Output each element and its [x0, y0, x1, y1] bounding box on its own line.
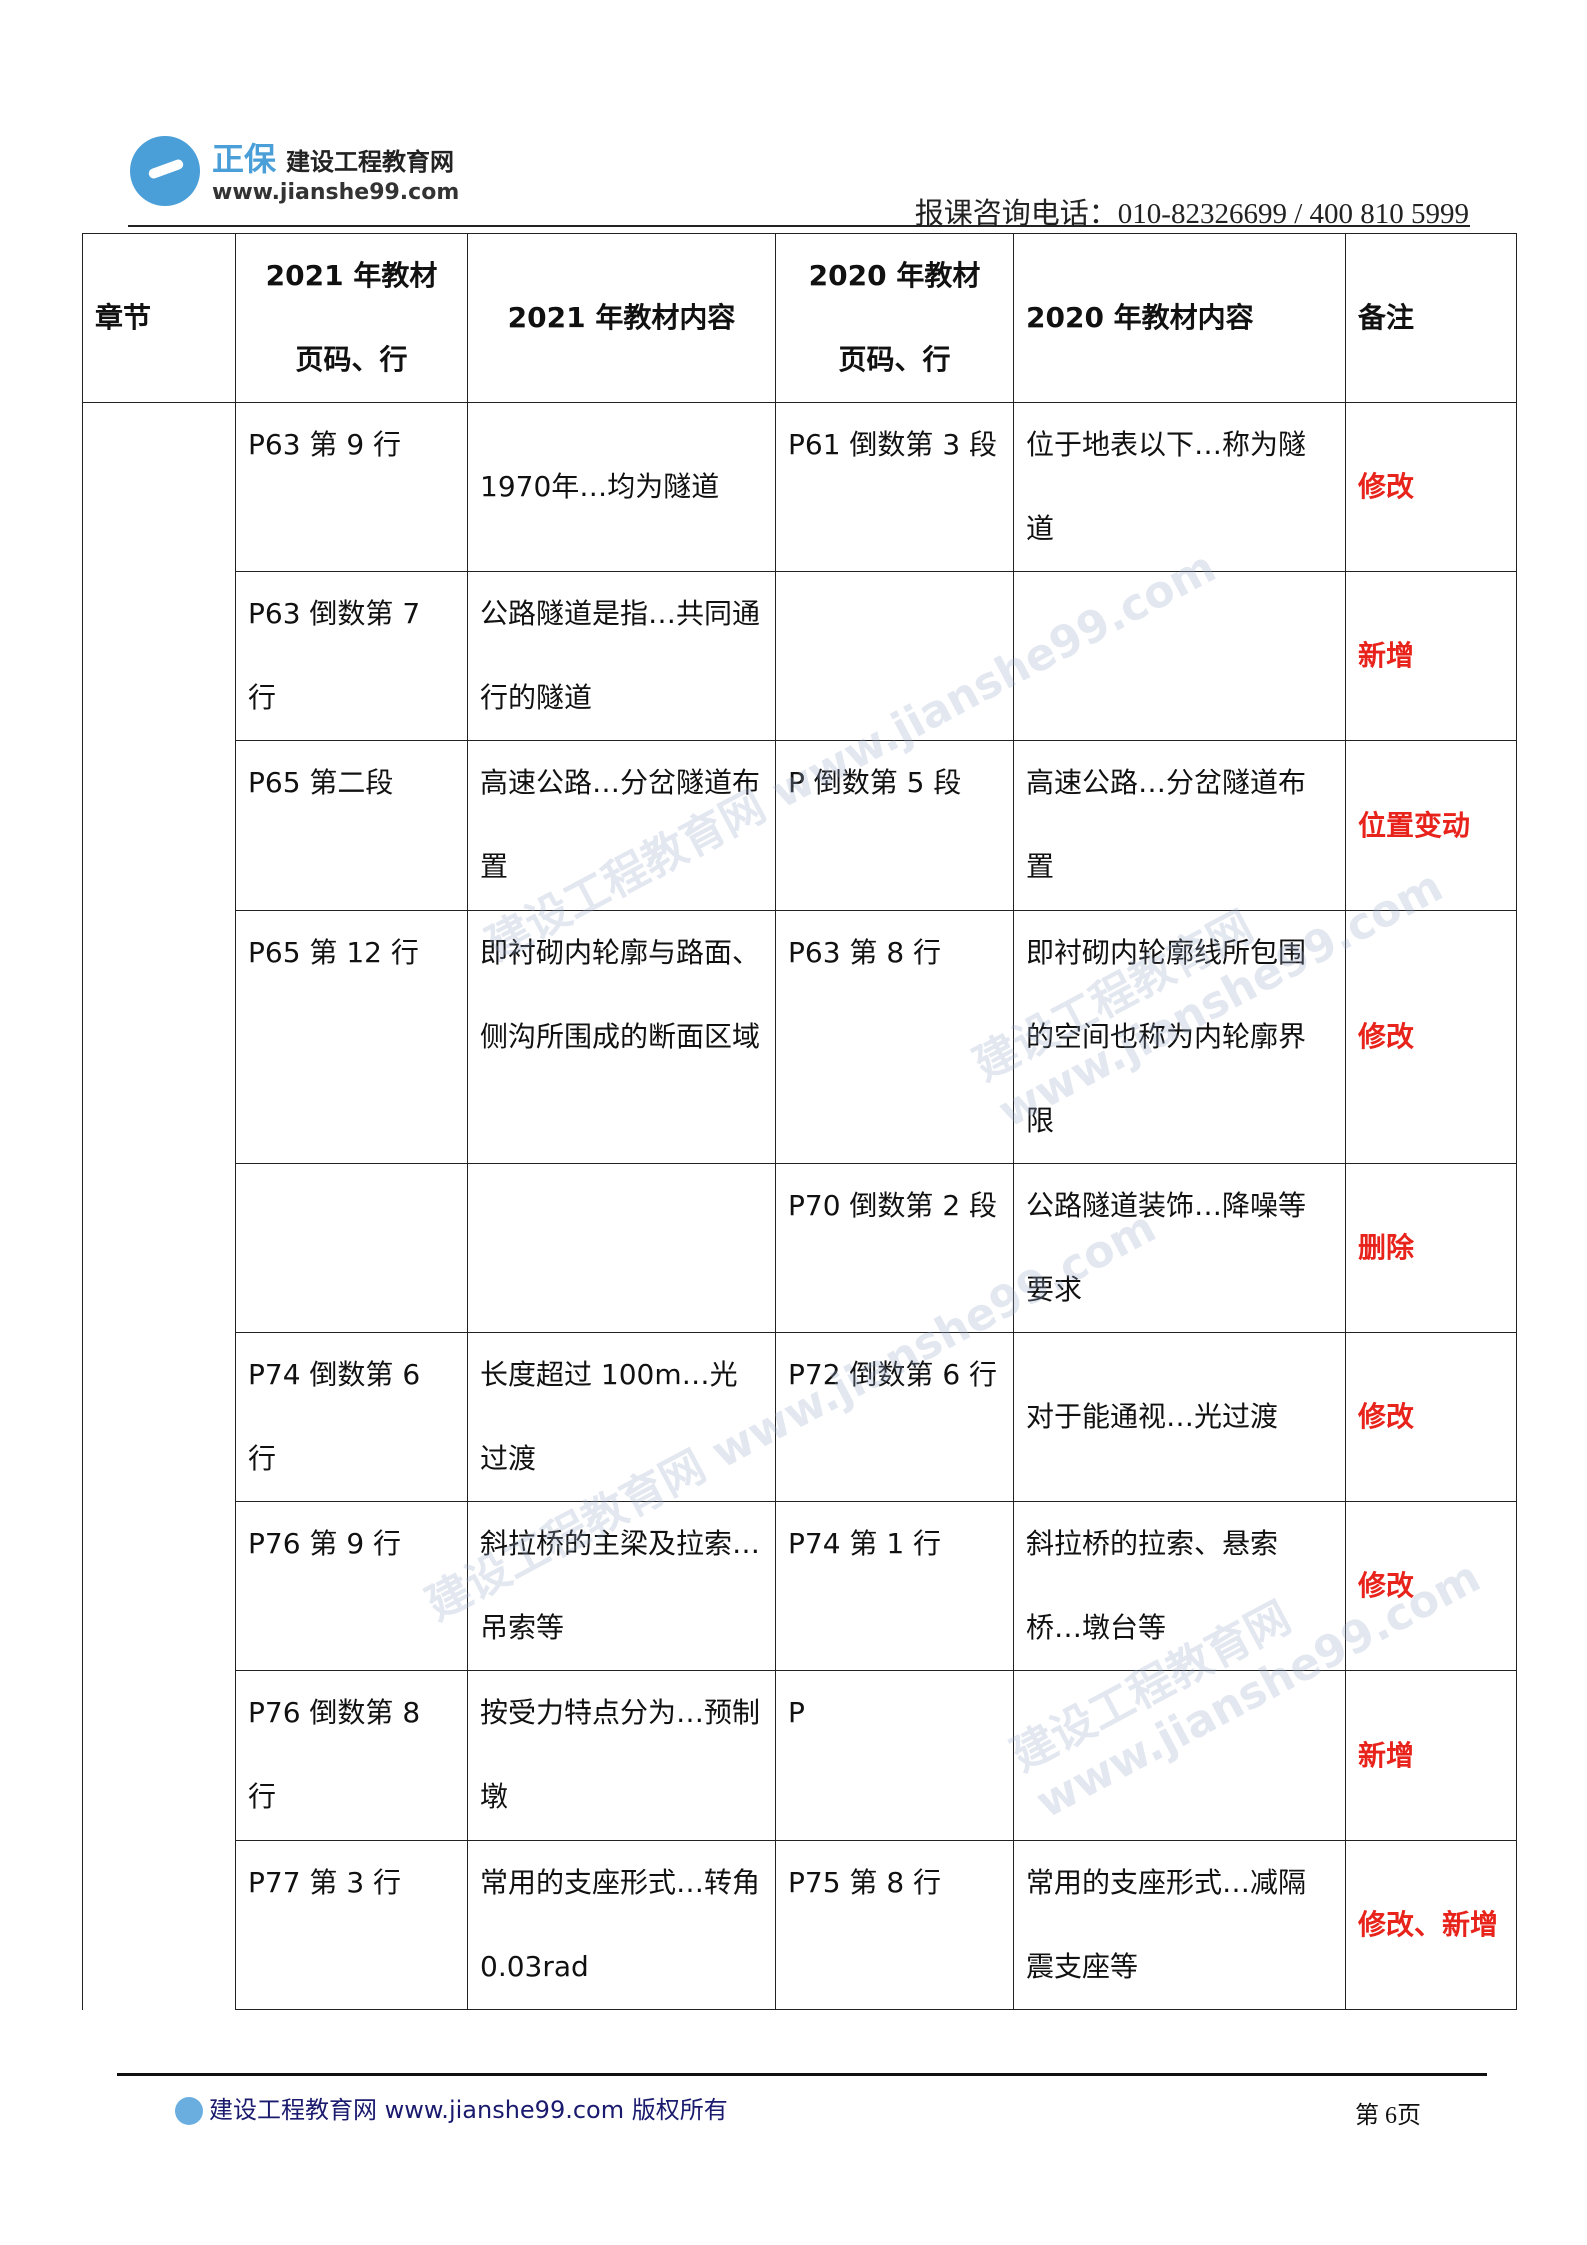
table-row: P77 第 3 行常用的支座形式…转角 0.03rad P75 第 8 行常用的支…	[83, 1840, 1517, 2010]
column-header: 备注	[1345, 233, 1517, 403]
table-cell: 即衬砌内轮廓与路面、侧沟所围成的断面区域	[467, 910, 776, 1164]
table-cell: P63 第 8 行	[775, 910, 1014, 1164]
table-cell: P63 倒数第 7 行	[235, 571, 468, 741]
table-cell: 高速公路…分岔隧道布置	[467, 740, 776, 911]
table-cell: 即衬砌内轮廓线所包围的空间也称为内轮廓界限	[1013, 910, 1346, 1164]
remark-cell: 修改	[1345, 1501, 1517, 1671]
logo-brand: 正保	[212, 140, 277, 178]
remark-cell: 修改	[1345, 402, 1517, 572]
comparison-table: 章节 2021 年教材 页码、行 2021 年教材内容 2020 年教材 页码、行 20…	[82, 233, 1517, 2010]
remark-cell: 新增	[1345, 571, 1517, 741]
table-cell: P70 倒数第 2 段	[775, 1163, 1014, 1333]
footer-text: 建设工程教育网 www.jianshe99.com 版权所有	[209, 2096, 728, 2124]
phone-line: 报课咨询电话：010-82326699 / 400 810 5999	[914, 198, 1469, 230]
table-row: P63 倒数第 7 行公路隧道是指…共同通行的隧道 新增	[83, 571, 1517, 741]
table-cell: 常用的支座形式…转角 0.03rad	[467, 1840, 776, 2010]
table-cell: P65 第二段	[235, 740, 468, 911]
logo: 正保 建设工程教育网 www.jianshe99.com	[128, 130, 468, 210]
table-cell	[1013, 571, 1346, 741]
table-cell: 1970年…均为隧道	[467, 402, 776, 572]
remark-cell: 修改、新增	[1345, 1840, 1517, 2010]
table-cell: 位于地表以下…称为隧道	[1013, 402, 1346, 572]
table-cell: 常用的支座形式…减隔震支座等	[1013, 1840, 1346, 2010]
table-cell: P77 第 3 行	[235, 1840, 468, 2010]
footer-copyright: 建设工程教育网 www.jianshe99.com 版权所有	[175, 2090, 728, 2125]
table-row: P74 倒数第 6 行长度超过 100m…光过渡 P72 倒数第 6 行对于能通视…	[83, 1332, 1517, 1502]
table-cell	[467, 1163, 776, 1333]
chapter-cell	[82, 402, 236, 2010]
table-cell: 按受力特点分为…预制墩	[467, 1670, 776, 1841]
column-header: 2020 年教材 页码、行	[775, 233, 1014, 403]
table-cell: 长度超过 100m…光过渡	[467, 1332, 776, 1502]
remark-cell: 修改	[1345, 910, 1517, 1164]
column-header: 章节	[82, 233, 236, 403]
logo-icon	[130, 136, 200, 206]
column-header: 2021 年教材 页码、行	[235, 233, 468, 403]
remark-cell: 删除	[1345, 1163, 1517, 1333]
table-cell: 公路隧道是指…共同通行的隧道	[467, 571, 776, 741]
table-cell: P75 第 8 行	[775, 1840, 1014, 2010]
table-cell: 高速公路…分岔隧道布置	[1013, 740, 1346, 911]
footer-divider	[117, 2073, 1487, 2076]
table-cell: 斜拉桥的拉索、悬索桥…墩台等	[1013, 1501, 1346, 1671]
logo-icon	[175, 2097, 203, 2125]
remark-cell: 修改	[1345, 1332, 1517, 1502]
page-number: 第 6页	[1355, 2103, 1421, 2129]
table-cell: 斜拉桥的主梁及拉索…吊索等	[467, 1501, 776, 1671]
table-cell: P	[775, 1670, 1014, 1841]
table-row: P76 第 9 行斜拉桥的主梁及拉索…吊索等 P74 第 1 行斜拉桥的拉索、悬索…	[83, 1501, 1517, 1671]
table-cell: P76 第 9 行	[235, 1501, 468, 1671]
table-cell	[775, 571, 1014, 741]
table-cell: 公路隧道装饰…降噪等要求	[1013, 1163, 1346, 1333]
table-row: P76 倒数第 8 行按受力特点分为…预制墩 P 新增	[83, 1670, 1517, 1841]
table-cell	[235, 1163, 468, 1333]
table-cell: 对于能通视…光过渡	[1013, 1332, 1346, 1502]
table-row: P65 第 12 行即衬砌内轮廓与路面、侧沟所围成的断面区域 P63 第 8 行即…	[83, 910, 1517, 1164]
table-row: P70 倒数第 2 段公路隧道装饰…降噪等要求 删除	[83, 1163, 1517, 1333]
header-divider	[128, 225, 1470, 227]
table-cell: P72 倒数第 6 行	[775, 1332, 1014, 1502]
table-row: P65 第二段 高速公路…分岔隧道布置 P 倒数第 5 段高速公路…分岔隧道布置 位置…	[83, 740, 1517, 911]
table-cell: P63 第 9 行	[235, 402, 468, 572]
logo-name: 建设工程教育网	[286, 148, 454, 176]
column-header: 2021 年教材内容	[467, 233, 776, 403]
remark-cell: 位置变动	[1345, 740, 1517, 911]
table-cell	[1013, 1670, 1346, 1841]
table-cell: P74 第 1 行	[775, 1501, 1014, 1671]
column-header: 2020 年教材内容	[1013, 233, 1346, 403]
table-cell: P65 第 12 行	[235, 910, 468, 1164]
logo-url: www.jianshe99.com	[212, 180, 460, 205]
table-cell: P61 倒数第 3 段	[775, 402, 1014, 572]
table-row: P63 第 9 行 1970年…均为隧道 P61 倒数第 3 段位于地表以下…称为隧…	[82, 402, 1517, 2010]
remark-cell: 新增	[1345, 1670, 1517, 1841]
table-cell: P 倒数第 5 段	[775, 740, 1014, 911]
table-cell: P74 倒数第 6 行	[235, 1332, 468, 1502]
table-cell: P76 倒数第 8 行	[235, 1670, 468, 1841]
